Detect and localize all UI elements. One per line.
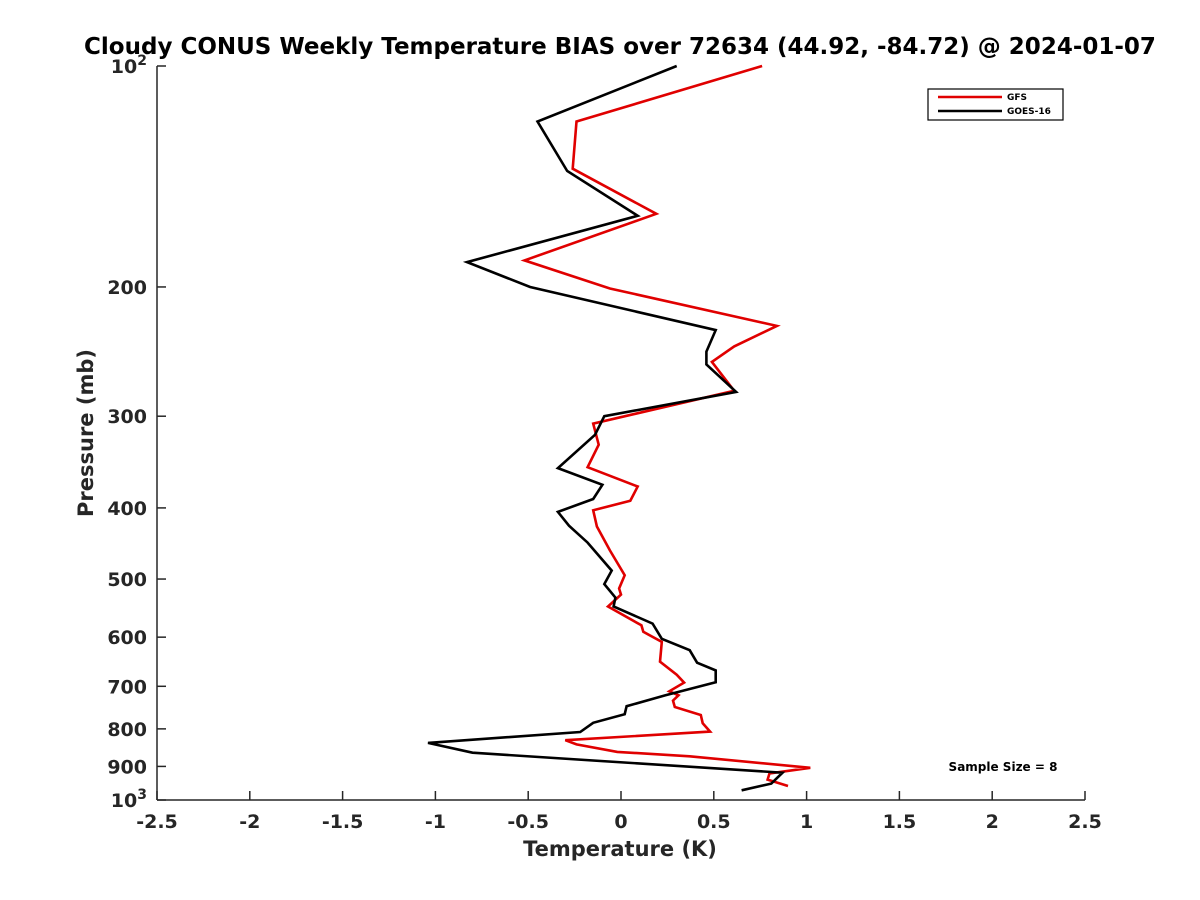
x-axis-ticks: -2.5 -2 -1.5 -1 -0.5 0 0.5 1 1.5 2 2.5	[136, 791, 1102, 833]
legend-box	[927, 88, 1064, 121]
x-tick-label: 1	[800, 811, 813, 833]
x-tick-label: -1	[425, 811, 446, 833]
x-tick-label: -2.5	[136, 811, 178, 833]
y-tick-label: 200	[107, 277, 147, 299]
y-tick-label: 102	[111, 53, 147, 78]
x-tick-label: -0.5	[507, 811, 549, 833]
plot-area	[156, 66, 1085, 801]
x-tick-label: 1.5	[883, 811, 917, 833]
sample-size-annotation: Sample Size = 8	[949, 760, 1058, 774]
legend-label-goes16: GOES-16	[1007, 107, 1051, 117]
y-tick-label: 300	[107, 406, 147, 428]
chart-title: Cloudy CONUS Weekly Temperature BIAS ove…	[84, 34, 1156, 60]
x-tick-label: 2.5	[1068, 811, 1102, 833]
y-tick-label: 700	[107, 676, 147, 698]
y-tick-label: 400	[107, 498, 147, 520]
y-tick-label: 800	[107, 719, 147, 741]
y-tick-label: 103	[111, 787, 147, 812]
x-tick-label: 2	[986, 811, 999, 833]
x-tick-label: 0	[614, 811, 627, 833]
y-tick-label: 600	[107, 627, 147, 649]
legend: GFS GOES-16	[927, 88, 1064, 121]
series-line-gfs	[520, 64, 811, 788]
series-layer	[427, 64, 811, 792]
legend-label-gfs: GFS	[1007, 93, 1027, 103]
y-axis-ticks: 102 200 300 400 500 600 700 800 900 103	[107, 53, 166, 812]
series-line-goes16	[427, 64, 786, 792]
y-tick-label: 500	[107, 569, 147, 591]
y-tick-label: 900	[107, 756, 147, 778]
x-tick-label: -1.5	[322, 811, 364, 833]
x-tick-label: -2	[239, 811, 260, 833]
x-tick-label: 0.5	[697, 811, 731, 833]
x-axis-label: Temperature (K)	[523, 837, 717, 861]
y-axis-label: Pressure (mb)	[74, 349, 98, 517]
